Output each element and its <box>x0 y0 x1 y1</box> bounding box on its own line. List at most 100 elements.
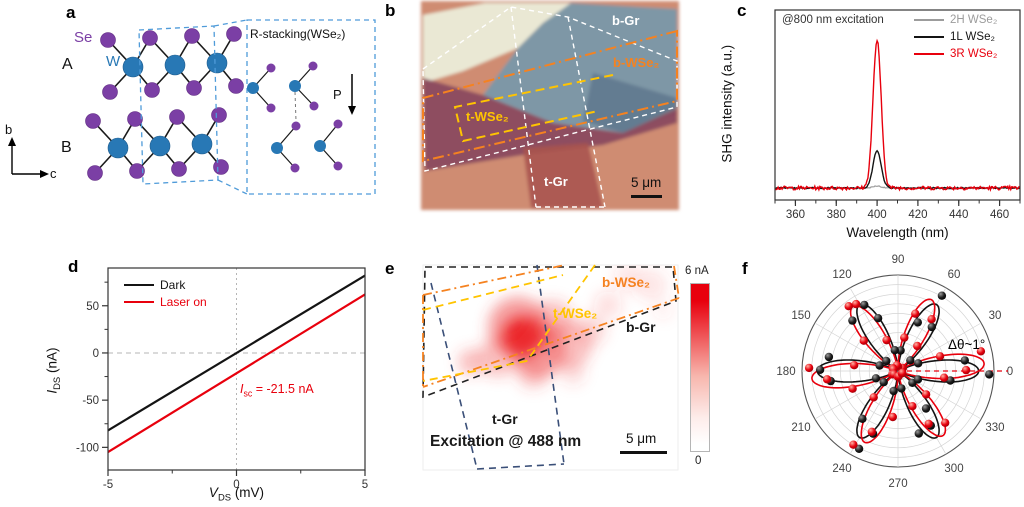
se-atom <box>211 107 227 123</box>
spectrum-plot-area <box>774 38 1021 192</box>
legend-label-2h: 2H WSe₂ <box>950 13 998 26</box>
polar-data-point <box>914 429 923 438</box>
angle-tick-label: 120 <box>832 269 851 281</box>
polar-data-point <box>888 412 897 422</box>
polar-data-point <box>875 361 884 370</box>
b-wse2-outline <box>422 29 678 163</box>
x-tick-label: 440 <box>949 209 968 221</box>
polar-data-point <box>851 299 861 309</box>
angle-tick-label: 210 <box>791 422 810 434</box>
polar-data-point <box>914 359 923 368</box>
map-scalebar-line <box>620 451 667 454</box>
polar-data-point <box>882 335 891 345</box>
shg-legend: 2H WSe₂ 1L WSe₂ 3R WSe₂ <box>914 11 997 62</box>
panel-a-letter: a <box>66 3 76 22</box>
legend-label-1l: 1L WSe₂ <box>950 30 995 43</box>
polar-data-point <box>889 386 898 396</box>
axis-c-arrow <box>40 170 49 178</box>
panel-e-photocurrent-map: e b-WSe₂ t-WSe₂ b-Gr t-Gr Excitation @ 4… <box>380 250 710 507</box>
polar-data-point <box>913 375 923 384</box>
w-atom <box>289 80 301 92</box>
map-b-gr-label: b-Gr <box>626 319 656 335</box>
se-atom <box>290 163 300 173</box>
colorbar-min-label: 0 <box>695 455 702 467</box>
x-tick-label: 460 <box>990 209 1009 221</box>
b-gr-outline <box>422 266 677 399</box>
twist-angle-annotation: Δθ~1° <box>948 337 986 352</box>
map-t-gr-label: t-Gr <box>492 411 518 427</box>
w-atom-label: W <box>106 53 121 70</box>
se-atom <box>309 101 319 111</box>
angle-tick-label: 300 <box>944 463 963 475</box>
angle-tick-label: 30 <box>989 310 1002 322</box>
vds-unit: (mV) <box>231 485 265 500</box>
axis-b-label: b <box>5 122 13 137</box>
b-wse2-outline <box>673 265 680 299</box>
t-gr-outline <box>476 463 565 470</box>
panel-f-letter: f <box>742 259 748 278</box>
colorbar-max-label: 6 nA <box>685 265 709 277</box>
polar-data-point <box>897 384 906 393</box>
se-atom <box>266 103 276 113</box>
isc-symbol: I <box>240 382 244 396</box>
polar-data-point <box>898 368 907 377</box>
b-wse2-outline <box>422 297 680 388</box>
t-gr-outline <box>536 264 565 465</box>
polar-data-point <box>960 356 969 365</box>
scalebar-line <box>631 195 662 198</box>
shg-intensity-axis-label: SHG intensity (a.u.) <box>719 44 735 163</box>
polar-shg-plot: 0 30 60 90 120 150 180 210 240 270 300 330 <box>776 254 1013 490</box>
x-tick-label: 5 <box>362 479 368 491</box>
w-atom <box>122 56 144 78</box>
spectrum-curve-2 <box>774 38 1021 192</box>
b-gr-outline <box>422 6 678 172</box>
ids-symbol: I <box>44 389 60 394</box>
short-circuit-current-annotation: Isc = -21.5 nA <box>240 383 314 398</box>
excitation-wavelength-label: Excitation @ 488 nm <box>430 433 582 450</box>
iv-curve-dark <box>107 274 366 432</box>
polar-data-point <box>815 365 825 374</box>
polar-data-point <box>941 418 950 427</box>
b-gr-label: b-Gr <box>612 13 640 28</box>
iv-lines <box>107 274 366 454</box>
polar-data-point <box>879 378 888 387</box>
polar-data-point <box>927 315 936 324</box>
polar-data-point <box>937 291 947 300</box>
polar-data-point <box>976 347 986 356</box>
x-tick-label: 380 <box>827 209 846 221</box>
polar-data-point <box>867 427 876 436</box>
polar-data-point <box>913 341 922 351</box>
polar-data-point <box>935 352 945 361</box>
spectrum-curve-1 <box>774 149 1021 190</box>
se-atom <box>142 30 158 46</box>
se-atom <box>129 163 145 179</box>
polar-data-point <box>871 374 881 383</box>
panel-d-iv-curves: d 50 0 -50 -100 -5 0 5 Dark Laser on Isc = -21… <box>40 250 380 507</box>
w-atom <box>206 52 228 74</box>
crystal-lattice <box>85 26 244 181</box>
polar-data-point <box>908 402 917 411</box>
angle-tick-label: 180 <box>776 366 795 378</box>
se-atom <box>87 165 103 181</box>
panel-f-polar-plot: f 0 30 60 90 120 150 180 210 240 270 300 330 Δθ~1° <box>710 250 1024 507</box>
vds-symbol: V <box>208 485 218 500</box>
polar-data-point <box>921 404 931 413</box>
se-atom <box>184 28 200 44</box>
polar-data-point <box>848 316 857 325</box>
y-tick-label: -100 <box>76 442 99 454</box>
se-atom-label: Se <box>74 29 93 46</box>
wavelength-axis-label: Wavelength (nm) <box>846 225 949 240</box>
se-atom <box>213 159 229 175</box>
y-tick-label: 50 <box>86 301 99 313</box>
se-atom <box>171 161 187 177</box>
panel-a-crystal-structure: a Se W A B b c R-stacking(WSe₂) P <box>0 0 398 245</box>
polar-data-point <box>921 390 931 399</box>
polar-data-points-1 <box>804 299 986 449</box>
scalebar-label: 5 μm <box>631 175 662 190</box>
se-atom <box>102 84 118 100</box>
axis-ticks: 500-50-100-5 0 5 <box>76 281 368 491</box>
legend-row-3r: 3R WSe₂ <box>914 45 997 62</box>
iv-legend: Dark Laser on <box>124 276 207 310</box>
axis-b-arrow <box>8 137 16 146</box>
angle-tick-label: 240 <box>832 463 851 475</box>
